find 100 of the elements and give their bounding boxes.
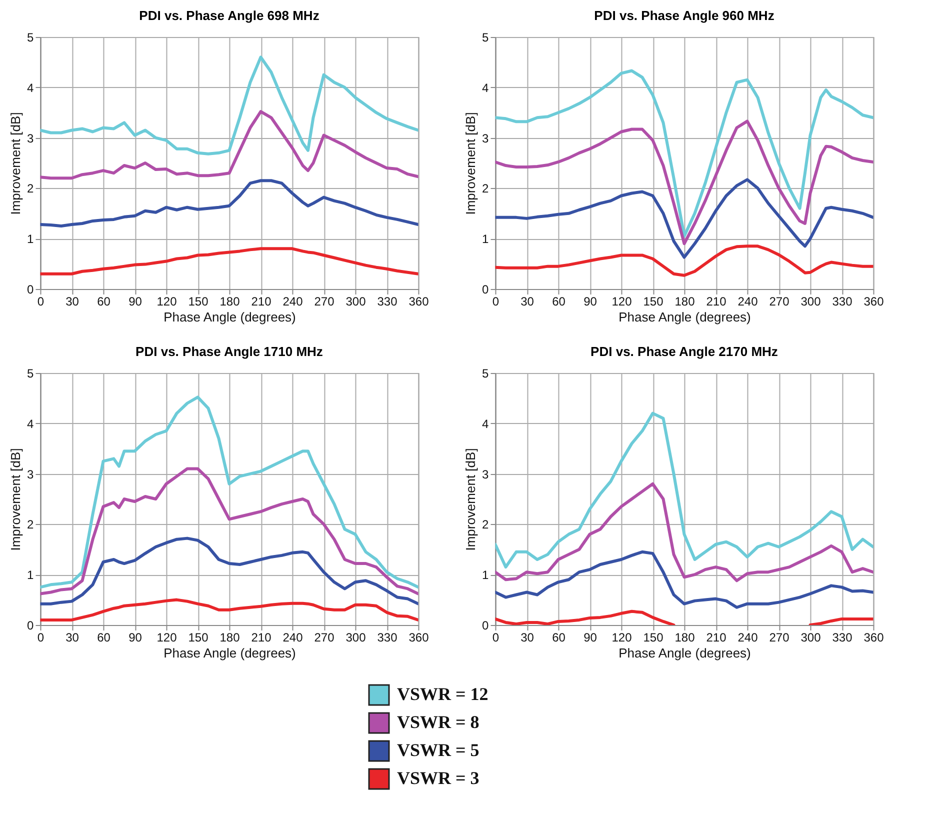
- x-tick-label: 30: [66, 630, 80, 644]
- x-tick-label: 60: [97, 294, 111, 308]
- chart-title: PDI vs. Phase Angle 2170 MHz: [590, 344, 778, 359]
- y-tick-label: 0: [482, 618, 490, 632]
- x-tick-label: 240: [738, 630, 758, 644]
- x-tick-label: 240: [738, 294, 758, 308]
- y-tick-label: 3: [482, 131, 490, 146]
- legend-label: VSWR = 12: [397, 684, 488, 704]
- x-tick-label: 150: [188, 630, 209, 644]
- x-tick-label: 330: [377, 294, 398, 308]
- x-tick-label: 360: [864, 294, 884, 308]
- x-tick-label: 120: [156, 630, 178, 644]
- x-tick-label: 120: [612, 630, 632, 644]
- line-series: [40, 396, 418, 589]
- chart-title: PDI vs. Phase Angle 960 MHz: [594, 8, 775, 23]
- x-tick-label: 300: [800, 294, 822, 308]
- x-tick-label: 120: [612, 294, 632, 308]
- y-tick-label: 3: [27, 467, 34, 482]
- legend-label: VSWR = 5: [397, 740, 480, 760]
- line-series: [40, 179, 418, 228]
- x-tick-label: 180: [674, 630, 696, 644]
- x-tick-label: 150: [188, 294, 209, 308]
- x-tick-label: 330: [377, 630, 398, 644]
- y-axis-title: Improvement [dB]: [463, 112, 478, 215]
- y-tick-label: 0: [27, 618, 34, 632]
- y-tick-label: 5: [27, 30, 34, 44]
- x-tick-label: 60: [552, 630, 566, 644]
- chart-title: PDI vs. Phase Angle 1710 MHz: [136, 344, 324, 359]
- x-tick-label: 0: [37, 294, 44, 308]
- x-tick-label: 240: [282, 630, 304, 644]
- line-series: [40, 536, 418, 606]
- y-tick-label: 2: [27, 518, 34, 532]
- x-tick-label: 60: [552, 294, 566, 308]
- x-tick-label: 270: [769, 630, 790, 644]
- line-series: [495, 482, 874, 582]
- x-tick-label: 0: [37, 630, 44, 644]
- x-axis-title: Phase Angle (degrees): [618, 310, 751, 324]
- x-tick-label: 270: [314, 294, 335, 308]
- y-tick-label: 2: [27, 182, 34, 196]
- line-series: [40, 598, 418, 622]
- y-tick-label: 1: [482, 232, 490, 246]
- x-tick-label: 210: [251, 630, 272, 644]
- y-axis-title: Improvement [dB]: [8, 112, 24, 215]
- y-tick-label: 4: [482, 416, 490, 431]
- y-tick-label: 5: [482, 30, 490, 44]
- x-tick-label: 180: [674, 294, 696, 308]
- x-tick-label: 150: [643, 630, 664, 644]
- x-tick-label: 90: [128, 630, 142, 644]
- x-tick-label: 60: [97, 630, 111, 644]
- x-tick-label: 30: [520, 630, 534, 644]
- x-tick-label: 300: [800, 630, 822, 644]
- line-series: [495, 412, 874, 569]
- y-tick-label: 0: [482, 282, 490, 296]
- y-tick-label: 3: [27, 131, 34, 146]
- x-tick-label: 300: [346, 294, 366, 308]
- y-axis-title: Improvement [dB]: [8, 448, 24, 551]
- x-tick-label: 90: [584, 294, 598, 308]
- x-tick-label: 210: [706, 294, 727, 308]
- x-tick-label: 180: [220, 630, 240, 644]
- x-tick-label: 120: [156, 294, 178, 308]
- line-series: [495, 178, 874, 259]
- x-axis-title: Phase Angle (degrees): [618, 646, 751, 660]
- x-tick-label: 30: [66, 294, 80, 308]
- line-series: [495, 69, 874, 238]
- chart-title: PDI vs. Phase Angle 698 MHz: [139, 8, 320, 23]
- y-tick-label: 4: [27, 80, 34, 95]
- x-axis-title: Phase Angle (degrees): [164, 310, 296, 324]
- x-tick-label: 90: [584, 630, 598, 644]
- line-series: [495, 244, 874, 277]
- y-tick-label: 3: [482, 467, 490, 482]
- legend-label: VSWR = 3: [397, 768, 480, 788]
- y-tick-label: 5: [27, 366, 34, 380]
- y-axis-title: Improvement [dB]: [463, 448, 478, 551]
- x-tick-label: 270: [769, 294, 790, 308]
- x-tick-label: 210: [706, 630, 727, 644]
- line-series: [495, 550, 874, 609]
- y-tick-label: 1: [27, 232, 34, 246]
- y-tick-label: 4: [482, 80, 490, 95]
- y-tick-label: 0: [27, 282, 34, 296]
- x-tick-label: 90: [128, 294, 142, 308]
- line-series: [40, 56, 418, 156]
- x-tick-label: 330: [832, 630, 853, 644]
- y-tick-label: 2: [482, 182, 490, 196]
- x-tick-label: 270: [314, 630, 335, 644]
- y-tick-label: 1: [27, 568, 34, 582]
- y-tick-label: 2: [482, 518, 490, 532]
- x-tick-label: 0: [492, 294, 500, 308]
- legend-label: VSWR = 8: [397, 712, 480, 732]
- x-axis-title: Phase Angle (degrees): [164, 646, 296, 660]
- x-tick-label: 0: [492, 630, 500, 644]
- x-tick-label: 30: [520, 294, 534, 308]
- x-tick-label: 210: [251, 294, 272, 308]
- line-series: [495, 120, 874, 246]
- line-series: [40, 110, 418, 180]
- y-tick-label: 5: [482, 366, 490, 380]
- y-tick-label: 4: [27, 416, 34, 431]
- x-tick-label: 240: [282, 294, 304, 308]
- x-tick-label: 180: [220, 294, 240, 308]
- line-series: [40, 467, 418, 596]
- line-series: [40, 247, 418, 276]
